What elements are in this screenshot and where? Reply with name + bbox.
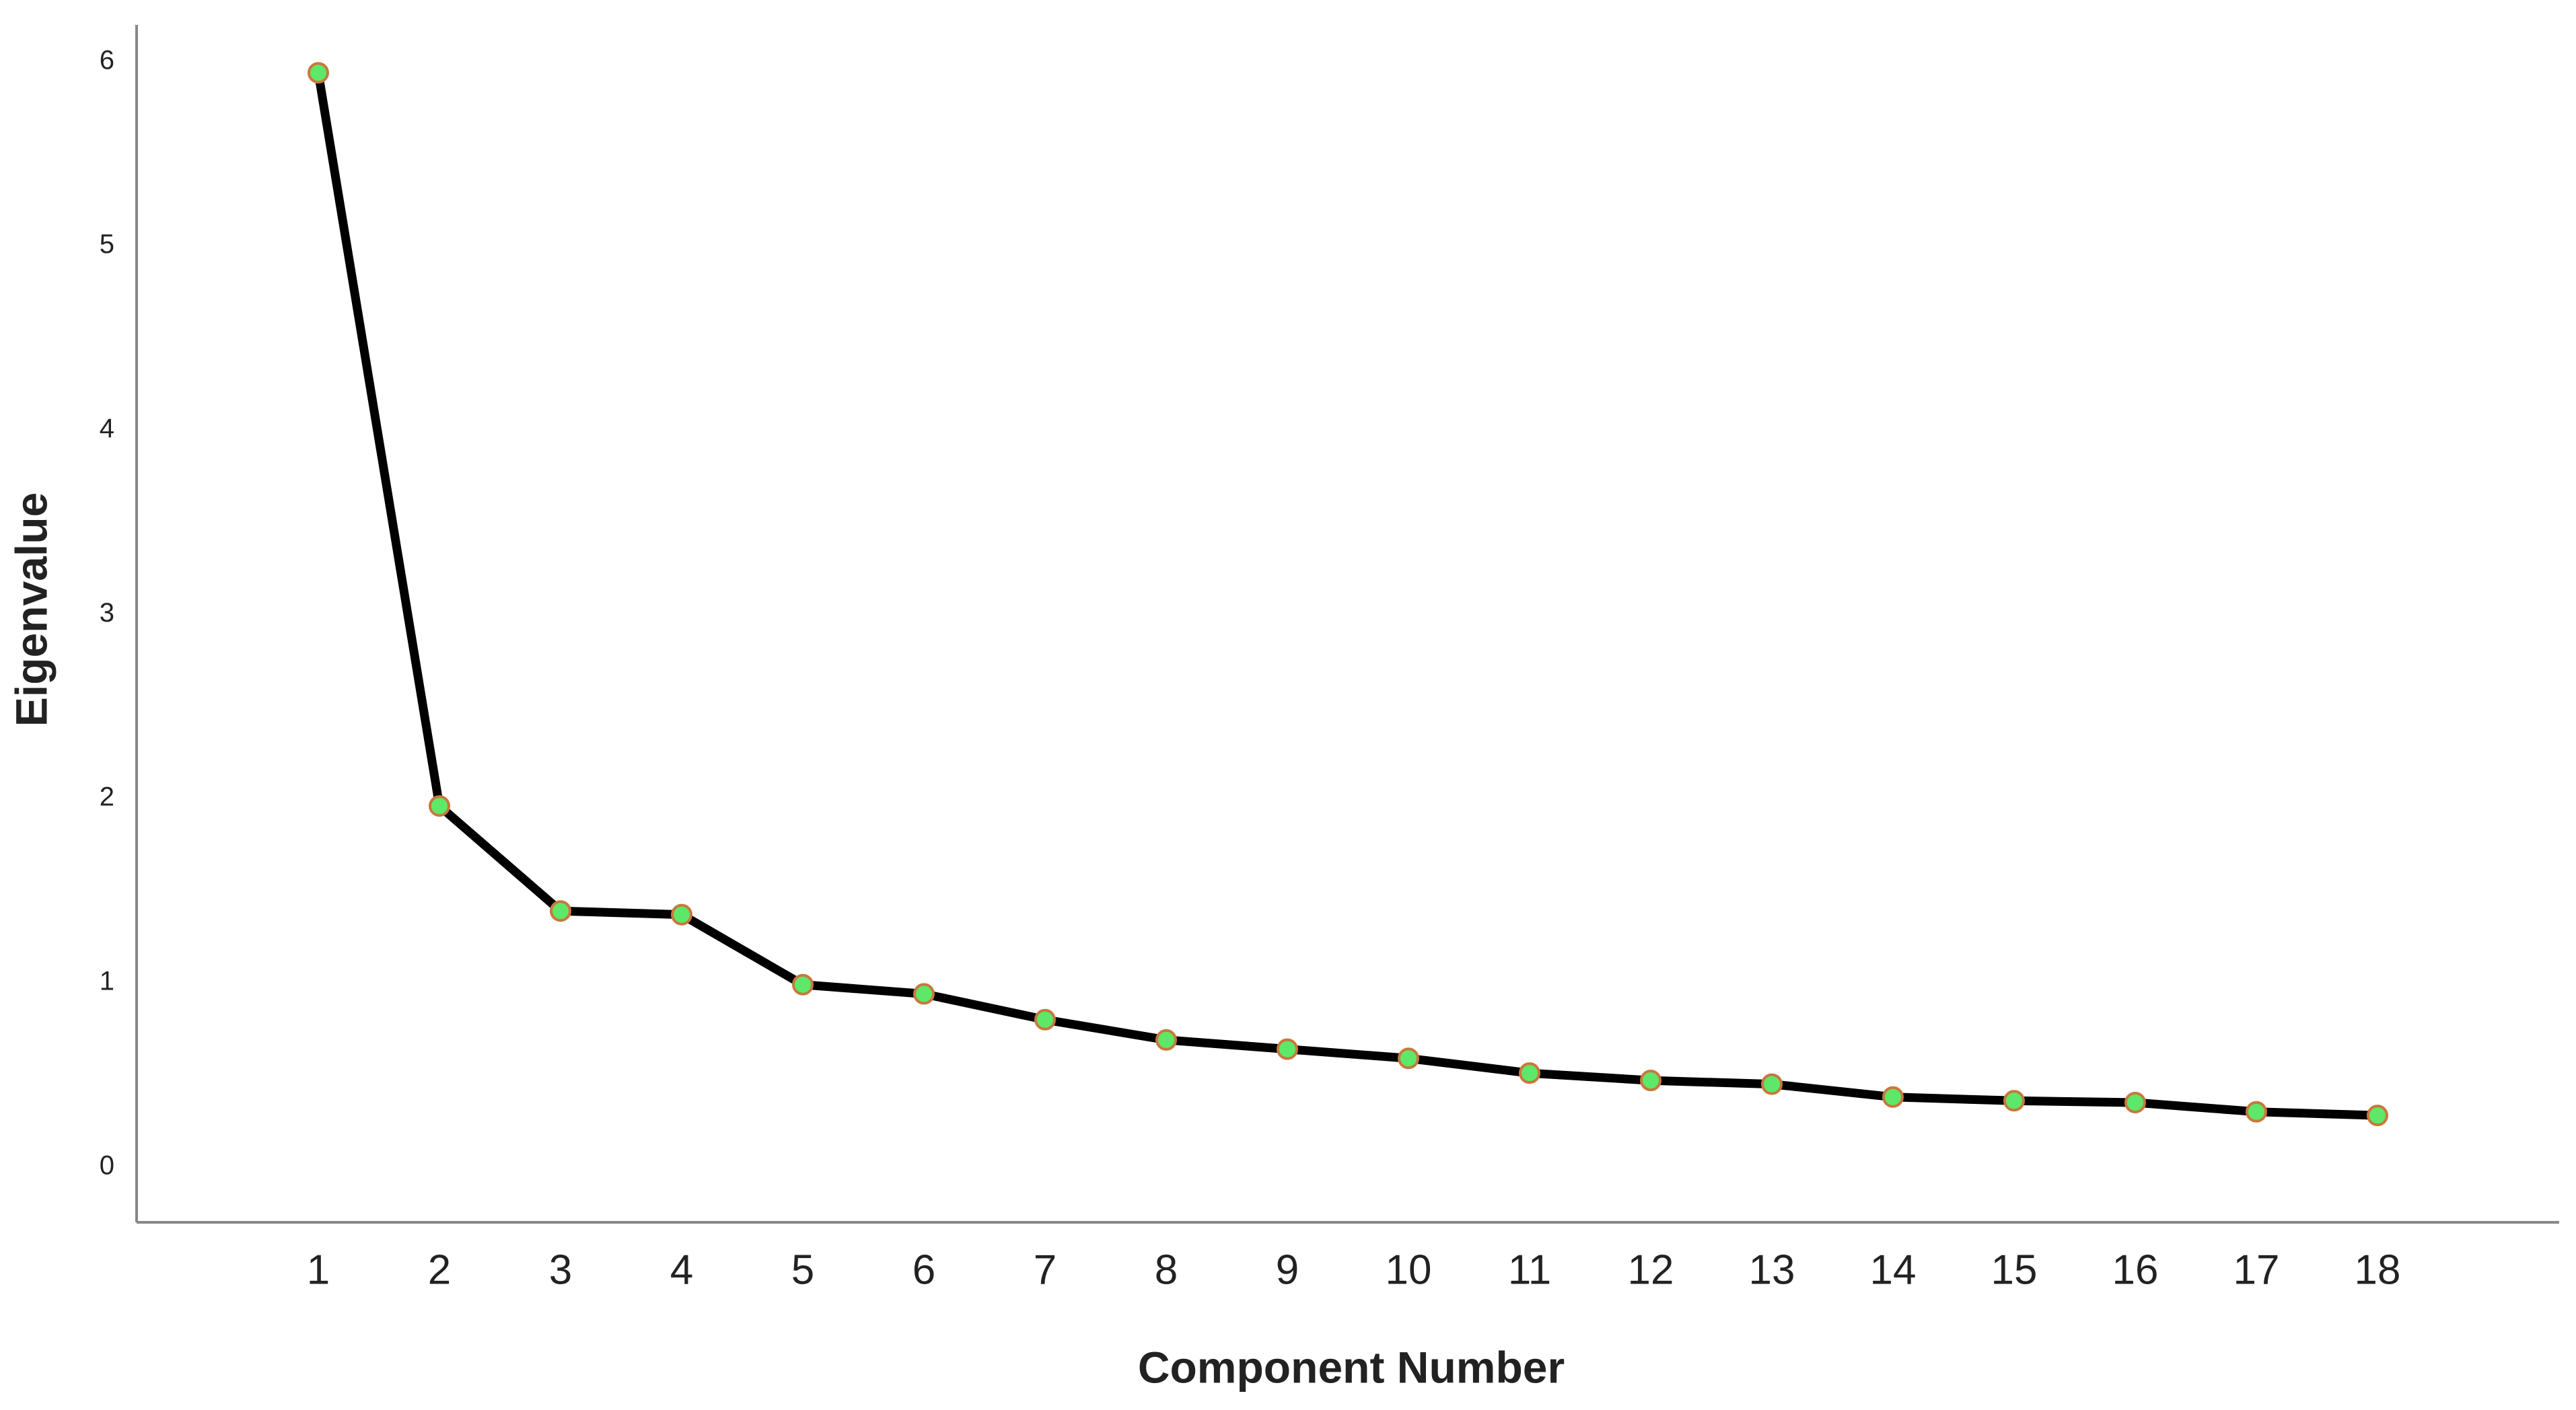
x-tick-label: 18	[2355, 1247, 2401, 1293]
data-point	[1761, 1073, 1783, 1095]
x-tick-label: 7	[1034, 1247, 1057, 1293]
x-tick-label: 9	[1276, 1247, 1299, 1293]
x-tick-label: 14	[1870, 1247, 1917, 1293]
x-tick-label: 12	[1628, 1247, 1674, 1293]
y-tick-label: 2	[100, 782, 114, 812]
data-point	[429, 795, 450, 817]
y-tick-label: 4	[100, 414, 114, 443]
data-point	[1640, 1070, 1661, 1092]
data-point	[2124, 1092, 2146, 1113]
x-tick-label: 3	[549, 1247, 572, 1293]
x-tick-label: 17	[2233, 1247, 2280, 1293]
x-tick-label: 10	[1386, 1247, 1432, 1293]
x-tick-label: 8	[1155, 1247, 1178, 1293]
data-point	[308, 62, 329, 84]
data-point	[913, 983, 935, 1005]
x-tick-label: 1	[307, 1247, 330, 1293]
x-tick-label: 5	[791, 1247, 814, 1293]
x-tick-label: 13	[1749, 1247, 1795, 1293]
data-point	[1277, 1038, 1298, 1060]
data-point	[2367, 1105, 2388, 1127]
data-point	[671, 903, 692, 926]
x-tick-label: 16	[2112, 1247, 2159, 1293]
x-tick-label: 11	[1508, 1247, 1551, 1293]
data-point	[550, 900, 571, 922]
x-tick-label: 2	[428, 1247, 451, 1293]
data-point	[1882, 1086, 1904, 1108]
data-point	[792, 973, 814, 996]
y-tick-label: 3	[100, 598, 114, 628]
y-axis-title: Eigenvalue	[6, 492, 56, 727]
y-tick-label: 0	[100, 1150, 114, 1180]
y-tick-label: 6	[100, 45, 114, 75]
series-line	[314, 72, 2378, 1120]
x-tick-label: 15	[1991, 1247, 2038, 1293]
x-tick-label: 4	[670, 1247, 693, 1293]
data-point	[1034, 1008, 1056, 1031]
x-tick-label: 6	[913, 1247, 935, 1293]
data-point	[1155, 1029, 1177, 1051]
data-point	[1398, 1047, 1419, 1070]
data-point	[2003, 1090, 2025, 1112]
y-tick-label: 5	[100, 229, 114, 259]
x-axis-title: Component Number	[1138, 1342, 1565, 1392]
y-tick-label: 1	[100, 967, 114, 996]
data-point	[1519, 1062, 1540, 1084]
data-point	[2246, 1101, 2267, 1123]
